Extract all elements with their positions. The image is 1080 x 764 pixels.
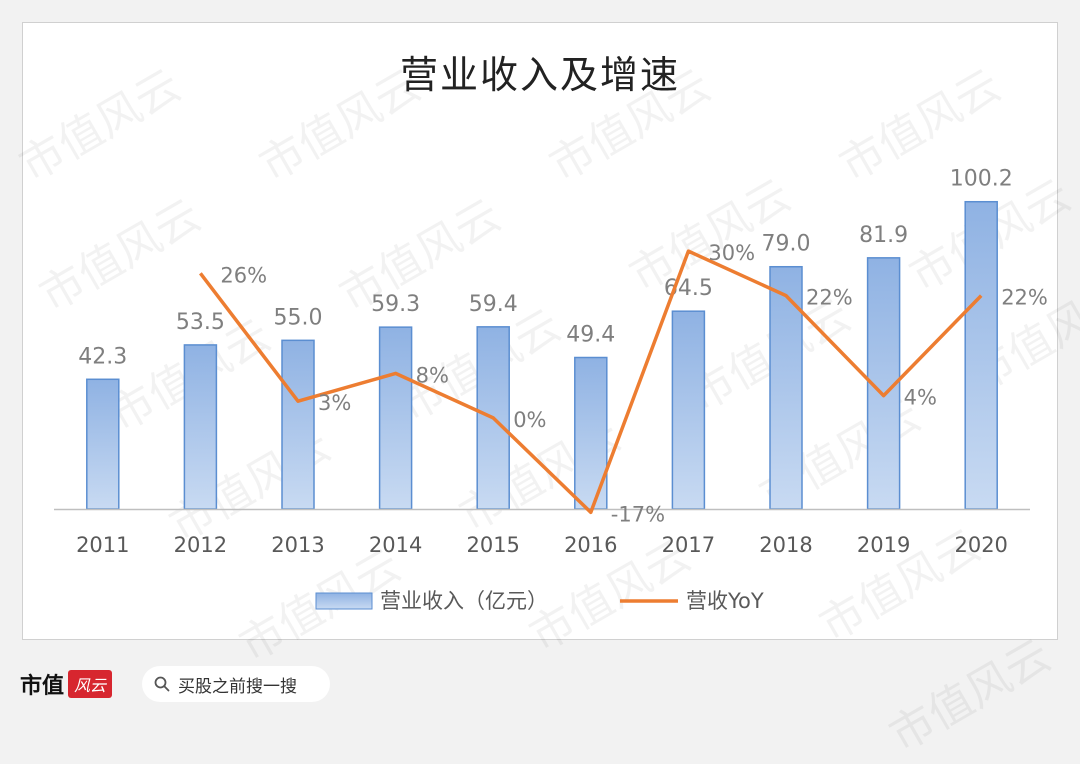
bar-label-2013: 55.0 — [274, 305, 323, 330]
bar-label-2019: 81.9 — [859, 223, 908, 248]
bar-label-2018: 79.0 — [762, 232, 811, 257]
logo-text: 市值 — [20, 674, 65, 699]
x-tick-2011: 2011 — [76, 533, 129, 557]
bar-2013 — [281, 339, 315, 510]
chart-title: 营业收入及增速 — [399, 53, 680, 97]
legend-line-label: 营收YoY — [686, 589, 764, 613]
line-label-2017: 30% — [708, 241, 755, 265]
line-label-2019: 4% — [904, 386, 937, 410]
search-bar[interactable]: 买股之前搜一搜 — [142, 666, 330, 702]
logo-mark: 风云 — [68, 670, 113, 698]
legend-bar-label: 营业收入（亿元） — [380, 589, 548, 613]
line-label-2015: 0% — [513, 408, 546, 432]
x-tick-2019: 2019 — [857, 533, 910, 557]
line-label-2020: 22% — [1001, 286, 1048, 310]
bar-label-2020: 100.2 — [950, 167, 1013, 192]
chart-svg: 42.353.5 55.059.3 59.449.464.579.0 81.9100.… — [54, 167, 1048, 613]
line-label-2016: -17% — [611, 502, 665, 526]
x-tick-2015: 2015 — [466, 533, 519, 557]
bar-2020 — [964, 200, 998, 510]
bar-2011 — [86, 378, 120, 510]
bar-label-2011: 42.3 — [78, 344, 127, 369]
brand-logo[interactable]: 市值 风云 — [20, 668, 113, 700]
bar-label-2014: 59.3 — [371, 292, 420, 317]
bar-label-2015: 59.4 — [469, 292, 518, 317]
x-tick-2016: 2016 — [564, 533, 617, 557]
bar-label-2012: 53.5 — [176, 310, 225, 335]
legend-bar-swatch — [315, 592, 373, 610]
bar-2017 — [671, 310, 706, 510]
line-label-2014: 8% — [416, 363, 449, 387]
bar-2012 — [183, 344, 218, 510]
x-tick-2014: 2014 — [369, 533, 422, 557]
search-icon — [154, 676, 170, 692]
yoy-line — [199, 249, 983, 515]
line-label-2013: 3% — [318, 391, 351, 415]
line-label-2018: 22% — [806, 286, 853, 310]
line-label-2012: 26% — [220, 263, 267, 287]
bar-2018 — [769, 265, 803, 510]
x-tick-2013: 2013 — [271, 533, 324, 557]
x-tick-2020: 2020 — [954, 533, 1007, 557]
x-tick-2012: 2012 — [174, 533, 227, 557]
bar-2014 — [378, 326, 413, 510]
bar-label-2016: 49.4 — [566, 323, 615, 348]
search-text: 买股之前搜一搜 — [178, 676, 297, 697]
x-tick-2018: 2018 — [759, 533, 812, 557]
x-tick-2017: 2017 — [662, 533, 715, 557]
